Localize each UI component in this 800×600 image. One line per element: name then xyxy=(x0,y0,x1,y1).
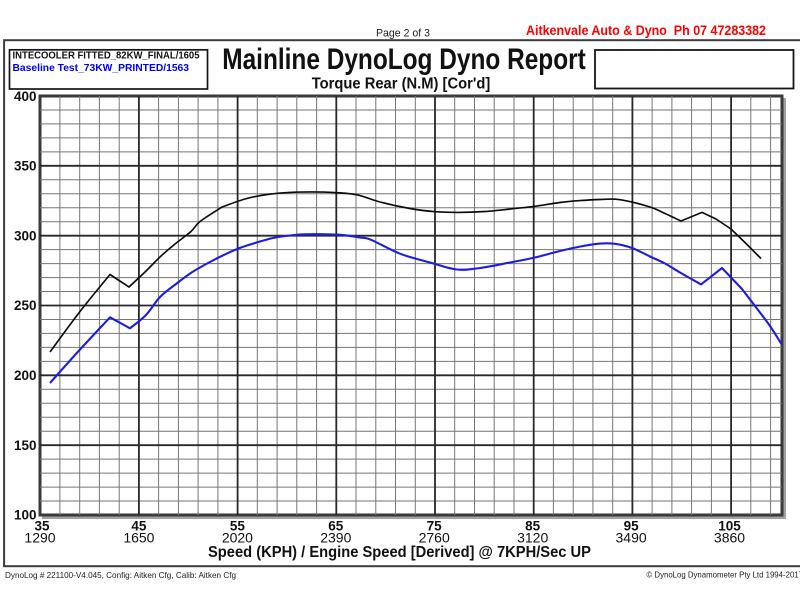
svg-text:INTECOOLER FITTED_82KW_FINAL/1: INTECOOLER FITTED_82KW_FINAL/1605 xyxy=(13,51,200,62)
svg-text:© DynoLog Dynamometer Pty Ltd: © DynoLog Dynamometer Pty Ltd 1994-2017 xyxy=(647,570,800,580)
svg-text:Mainline DynoLog Dyno Report: Mainline DynoLog Dyno Report xyxy=(222,43,586,76)
svg-text:95: 95 xyxy=(624,519,640,534)
svg-text:3860: 3860 xyxy=(714,530,745,546)
svg-text:1290: 1290 xyxy=(24,530,55,546)
svg-text:400: 400 xyxy=(14,89,37,104)
svg-text:250: 250 xyxy=(14,298,37,313)
svg-text:3120: 3120 xyxy=(517,530,548,546)
svg-text:Baseline Test_73KW_PRINTED/156: Baseline Test_73KW_PRINTED/1563 xyxy=(13,63,190,74)
svg-text:105: 105 xyxy=(718,519,741,534)
svg-text:85: 85 xyxy=(525,519,541,534)
svg-text:75: 75 xyxy=(427,519,443,534)
svg-text:300: 300 xyxy=(14,228,37,243)
svg-text:65: 65 xyxy=(328,519,344,534)
svg-text:2760: 2760 xyxy=(419,530,450,546)
svg-text:Speed (KPH) / Engine Speed [De: Speed (KPH) / Engine Speed [Derived] @ 7… xyxy=(208,544,591,561)
svg-text:2390: 2390 xyxy=(320,530,351,546)
svg-text:DynoLog # 221100-V4.045, Confi: DynoLog # 221100-V4.045, Config: Aitken … xyxy=(5,570,236,580)
svg-text:1650: 1650 xyxy=(123,530,154,546)
svg-text:55: 55 xyxy=(230,519,246,534)
svg-text:Page 2 of 3: Page 2 of 3 xyxy=(376,28,430,40)
svg-text:35: 35 xyxy=(34,519,50,534)
svg-text:Aitkenvale Auto & Dyno Ph 07: Aitkenvale Auto & Dyno Ph 07 47283382 xyxy=(526,23,766,38)
svg-text:3490: 3490 xyxy=(616,530,647,546)
svg-text:150: 150 xyxy=(14,438,37,453)
svg-text:200: 200 xyxy=(14,368,37,383)
svg-text:Torque Rear (N.M) [Cor'd]: Torque Rear (N.M) [Cor'd] xyxy=(312,75,491,92)
svg-text:45: 45 xyxy=(131,519,147,534)
svg-text:2020: 2020 xyxy=(222,530,253,546)
svg-text:100: 100 xyxy=(14,508,37,523)
svg-text:350: 350 xyxy=(14,159,37,174)
